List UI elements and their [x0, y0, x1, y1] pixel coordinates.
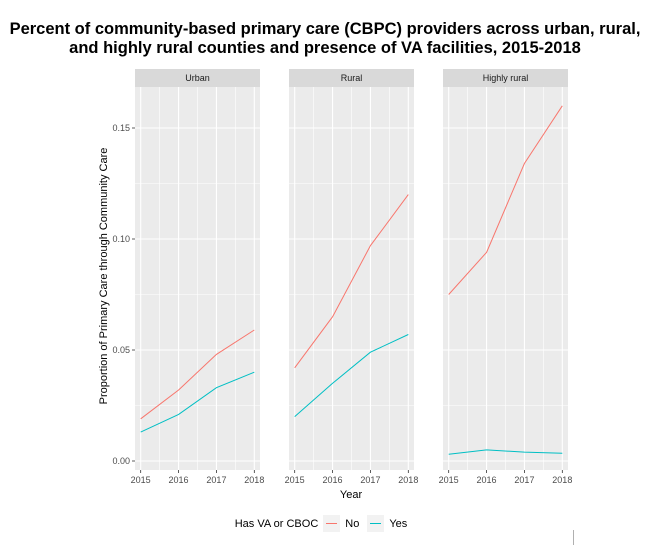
x-tick-label: 2017 [360, 475, 380, 485]
legend-line-yes-icon [370, 523, 382, 524]
legend-line-no-icon [326, 523, 338, 524]
series-line-urban-no [140, 329, 255, 420]
series-line-highly-rural-yes [448, 449, 563, 455]
legend-key-yes [367, 515, 385, 532]
series-line-highly-rural-no [448, 105, 563, 295]
legend-label-no: No [345, 517, 360, 530]
x-tick-label: 2018 [244, 475, 264, 485]
y-tick-label: 0.00 [112, 456, 130, 466]
facet-strip-urban [135, 69, 260, 87]
x-tick-label: 2015 [131, 475, 151, 485]
x-tick-label: 2018 [552, 475, 572, 485]
y-tick-label: 0.10 [112, 234, 130, 244]
x-tick-label: 2015 [285, 475, 305, 485]
chart-title-line-1: Percent of community-based primary care … [9, 20, 641, 38]
legend: Has VA or CBOC No Yes [0, 515, 650, 532]
x-tick-label: 2016 [323, 475, 343, 485]
series-line-rural-no [294, 194, 409, 369]
chart-title-line-2: and highly rural counties and presence o… [69, 39, 581, 57]
facet-label-highly-rural: Highly rural [483, 73, 529, 83]
x-tick-label: 2016 [169, 475, 189, 485]
series-line-urban-yes [140, 371, 255, 433]
legend-key-no [323, 515, 341, 532]
facet-label-urban: Urban [185, 73, 210, 83]
x-tick-label: 2015 [439, 475, 459, 485]
x-tick-label: 2016 [477, 475, 497, 485]
series-line-rural-yes [294, 334, 409, 417]
facet-strip-highly-rural [443, 69, 568, 87]
x-tick-label: 2017 [514, 475, 534, 485]
y-tick-label: 0.05 [112, 345, 130, 355]
x-axis-label: Year [340, 489, 363, 501]
y-tick-label: 0.15 [112, 123, 130, 133]
facet-strip-rural [289, 69, 414, 87]
facet-label-rural: Rural [341, 73, 363, 83]
legend-title: Has VA or CBOC [234, 517, 319, 530]
y-axis-label: Proportion of Primary Care through Commu… [98, 148, 110, 405]
x-tick-label: 2017 [206, 475, 226, 485]
x-tick-label: 2018 [398, 475, 418, 485]
text-cursor [573, 530, 574, 545]
legend-label-yes: Yes [389, 517, 408, 530]
